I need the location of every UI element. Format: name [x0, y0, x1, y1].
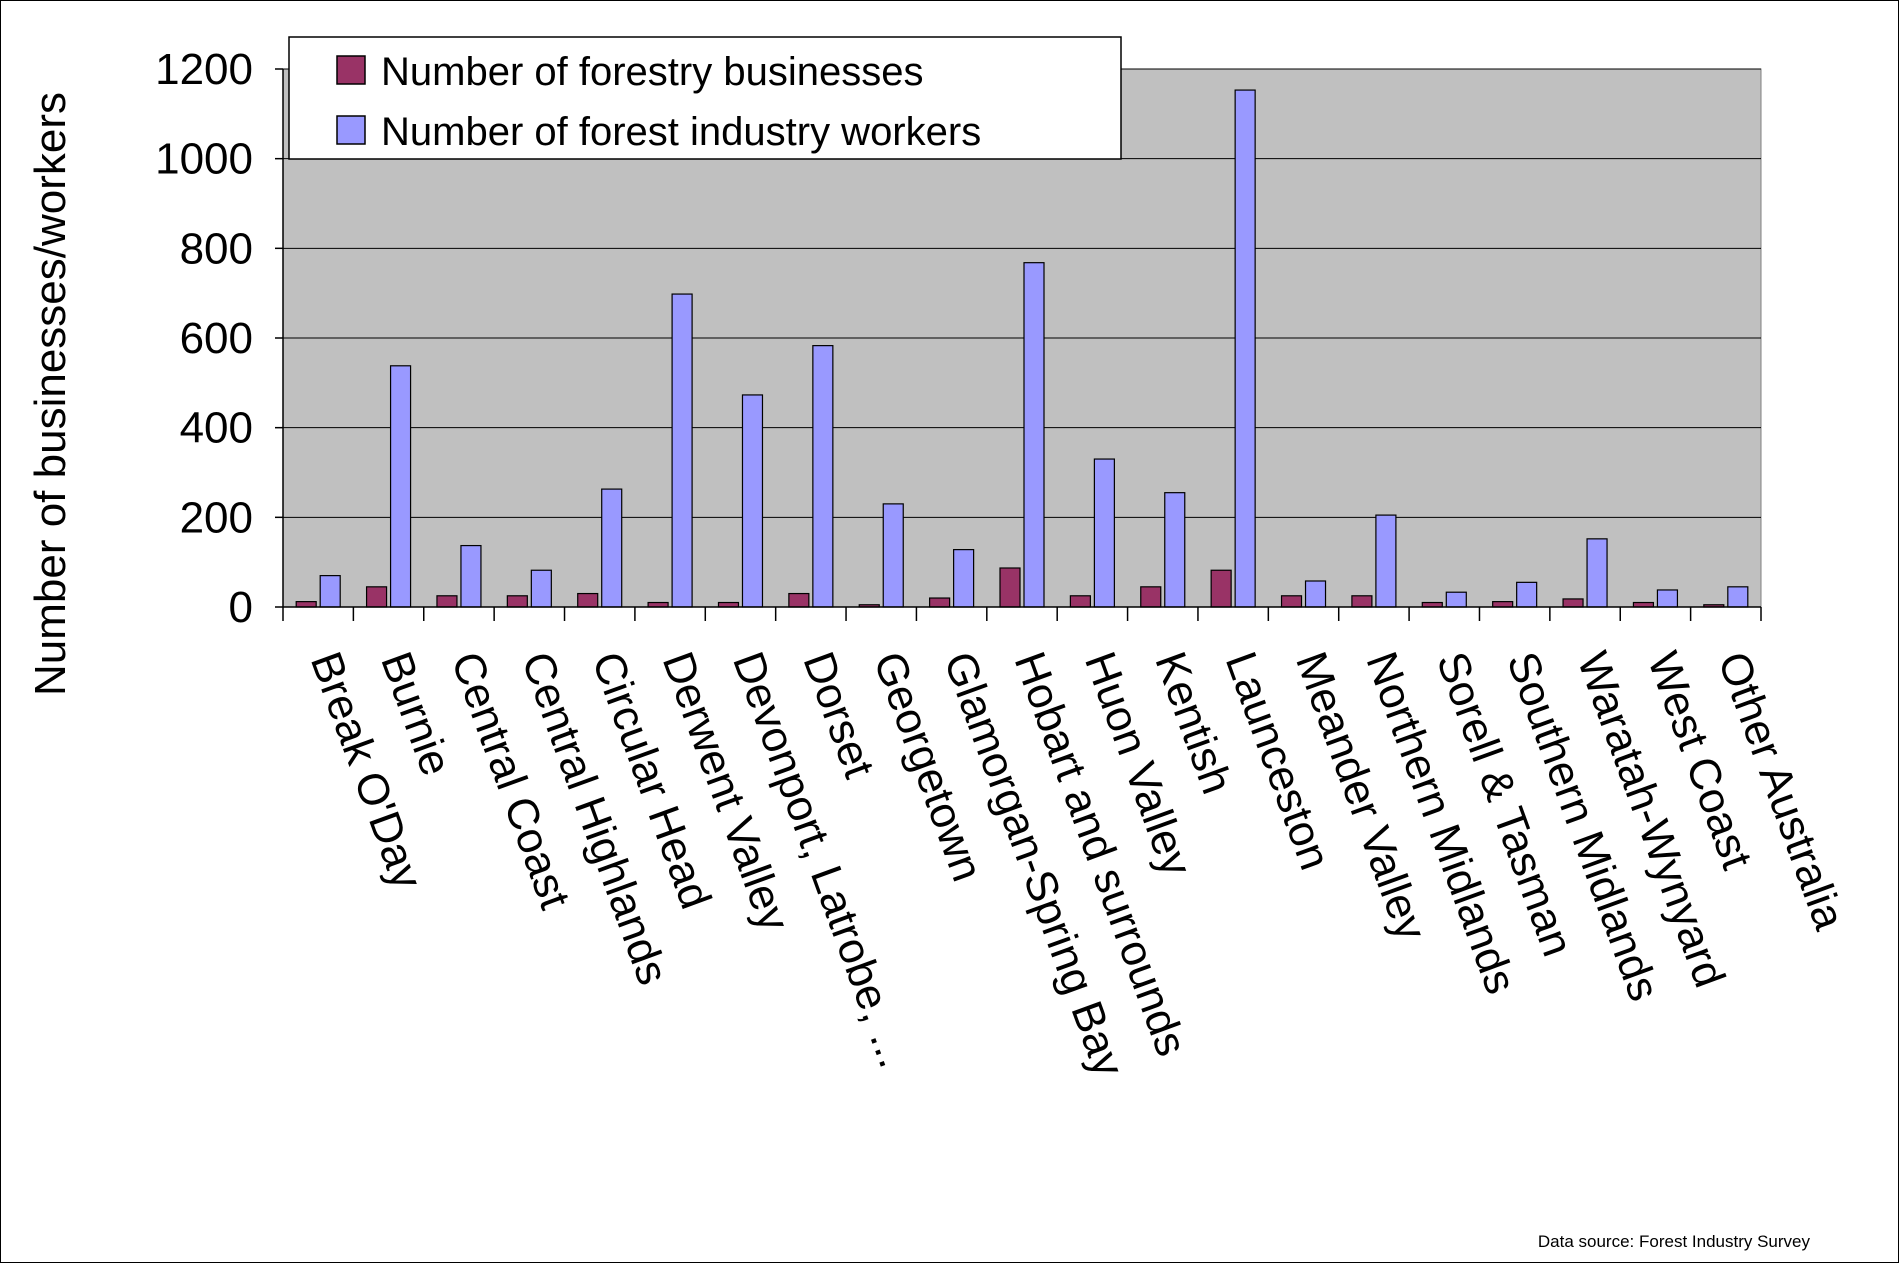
y-tick-label: 400 — [180, 404, 253, 453]
y-axis-label: Number of businesses/workers — [26, 92, 75, 696]
bar-workers — [1164, 492, 1186, 608]
bar-workers — [1656, 589, 1679, 608]
bars — [295, 89, 1749, 608]
bar-workers — [671, 293, 693, 608]
bar-businesses — [999, 567, 1021, 608]
bar-workers — [882, 503, 904, 608]
bar-businesses — [1562, 598, 1584, 608]
y-tick-label: 800 — [180, 224, 253, 273]
y-tick-label: 0 — [229, 583, 253, 632]
bar-businesses — [1069, 595, 1091, 608]
bar-workers — [1727, 586, 1749, 608]
bar-workers — [1586, 538, 1608, 608]
bar-businesses — [1351, 595, 1373, 608]
y-tick-label: 1000 — [155, 135, 253, 184]
bar-workers — [1375, 514, 1397, 608]
legend: Number of forestry businesses Number of … — [288, 36, 1122, 160]
y-tick-label: 200 — [180, 493, 253, 542]
bar-businesses — [929, 597, 951, 608]
bar-workers — [953, 549, 975, 608]
bar-workers — [389, 365, 412, 608]
bar-businesses — [577, 592, 599, 608]
bar-workers — [1516, 581, 1538, 608]
bar-workers — [1023, 262, 1045, 608]
legend-box — [288, 36, 1122, 160]
bar-workers — [319, 575, 341, 608]
legend-label-businesses: Number of forestry businesses — [381, 50, 923, 94]
bar-workers — [1093, 458, 1115, 608]
axes — [275, 68, 1762, 621]
bar-workers — [530, 569, 552, 608]
bar-workers — [741, 394, 764, 608]
bar-workers — [1445, 591, 1467, 608]
bar-businesses — [1210, 569, 1232, 608]
bar-businesses — [365, 586, 388, 608]
legend-swatch-businesses — [336, 55, 366, 85]
y-tick-labels: 0 200 400 600 800 1000 1200 — [155, 45, 253, 632]
bar-businesses — [436, 595, 458, 608]
y-tick-label: 600 — [180, 314, 253, 363]
bar-workers — [812, 345, 834, 608]
data-source-note: Data source: Forest Industry Survey — [1537, 1232, 1810, 1251]
bar-workers — [601, 488, 623, 608]
legend-label-workers: Number of forest industry workers — [381, 110, 981, 154]
bar-workers — [1234, 89, 1256, 608]
bar-businesses — [295, 601, 317, 608]
bar-businesses — [506, 595, 528, 608]
bar-businesses — [1280, 595, 1303, 608]
bar-businesses — [1492, 601, 1514, 608]
bar-workers — [1304, 580, 1327, 608]
bar-businesses — [1140, 586, 1162, 608]
legend-swatch-workers — [336, 115, 366, 145]
bar-workers — [460, 544, 482, 608]
y-tick-label: 1200 — [155, 45, 253, 94]
bar-businesses — [788, 592, 810, 608]
